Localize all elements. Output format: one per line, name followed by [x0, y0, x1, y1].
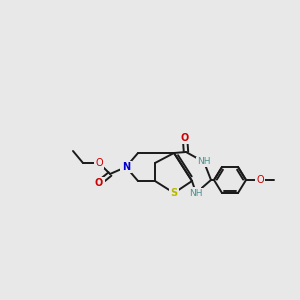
Text: N: N	[122, 162, 130, 172]
Text: NH: NH	[189, 188, 203, 197]
Text: O: O	[256, 175, 264, 185]
Text: O: O	[95, 178, 103, 188]
Text: NH: NH	[197, 158, 211, 166]
Text: S: S	[170, 188, 178, 198]
Text: O: O	[181, 133, 189, 143]
Text: O: O	[95, 158, 103, 168]
Text: H: H	[193, 188, 200, 197]
